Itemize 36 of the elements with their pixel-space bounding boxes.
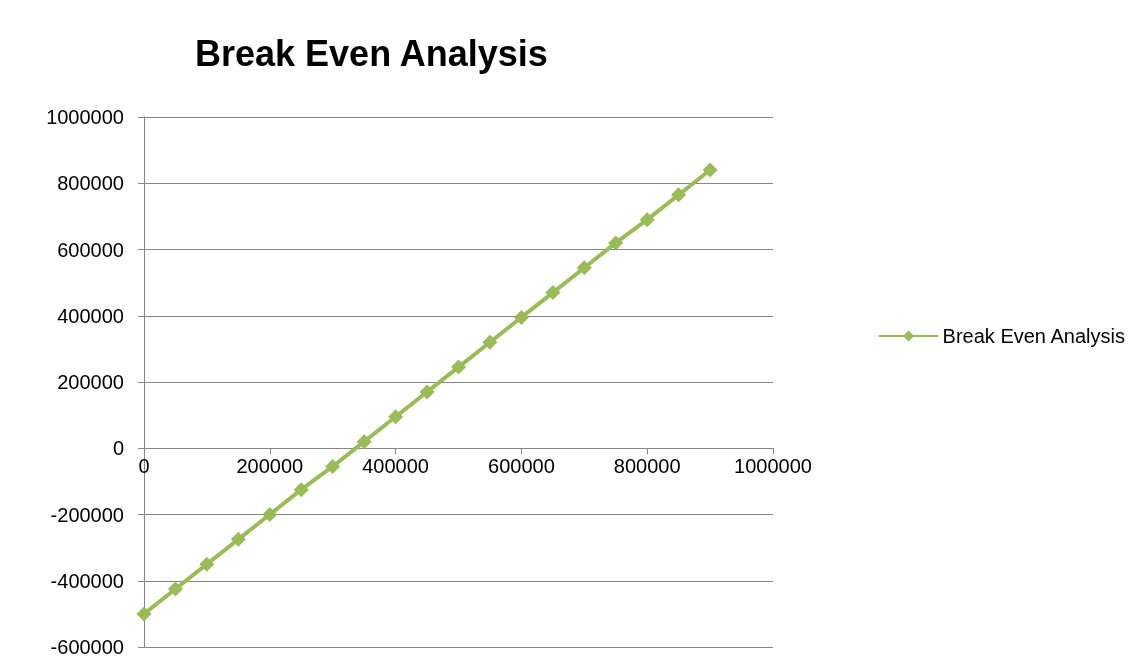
x-tick-label: 0	[138, 455, 150, 478]
x-tick-label: 800000	[613, 455, 681, 478]
point	[293, 482, 309, 498]
x-tick-label: 400000	[362, 455, 429, 478]
point	[545, 285, 561, 301]
point	[419, 384, 435, 400]
point	[482, 334, 498, 350]
point	[513, 309, 529, 325]
point	[388, 409, 404, 425]
point	[576, 260, 592, 276]
point	[639, 212, 655, 228]
legend-label: Break Even Analysis	[942, 325, 1125, 347]
y-tick-label: 1000000	[46, 106, 124, 128]
y-tick-label: -200000	[50, 503, 124, 526]
y-tick-label: 600000	[57, 238, 124, 261]
chart-title: Break Even Analysis	[195, 32, 548, 74]
point	[608, 235, 624, 251]
y-tick-label: -600000	[50, 636, 124, 658]
y-tick-label: -400000	[50, 569, 124, 592]
x-tick-label: 600000	[488, 455, 555, 478]
x-tick-label: 1000000	[734, 455, 812, 478]
y-tick-label: 800000	[57, 172, 124, 195]
point	[451, 359, 466, 375]
x-tick-label: 200000	[236, 455, 304, 478]
point	[199, 556, 215, 572]
point	[262, 507, 278, 522]
point	[356, 434, 372, 450]
point	[136, 606, 152, 622]
point	[325, 458, 341, 474]
y-tick-label: 400000	[57, 304, 124, 327]
point	[230, 531, 246, 547]
y-tick-label: 0	[112, 437, 124, 460]
y-tick-label: 200000	[57, 371, 124, 393]
point	[702, 162, 718, 178]
point	[167, 581, 183, 597]
point	[671, 187, 687, 203]
